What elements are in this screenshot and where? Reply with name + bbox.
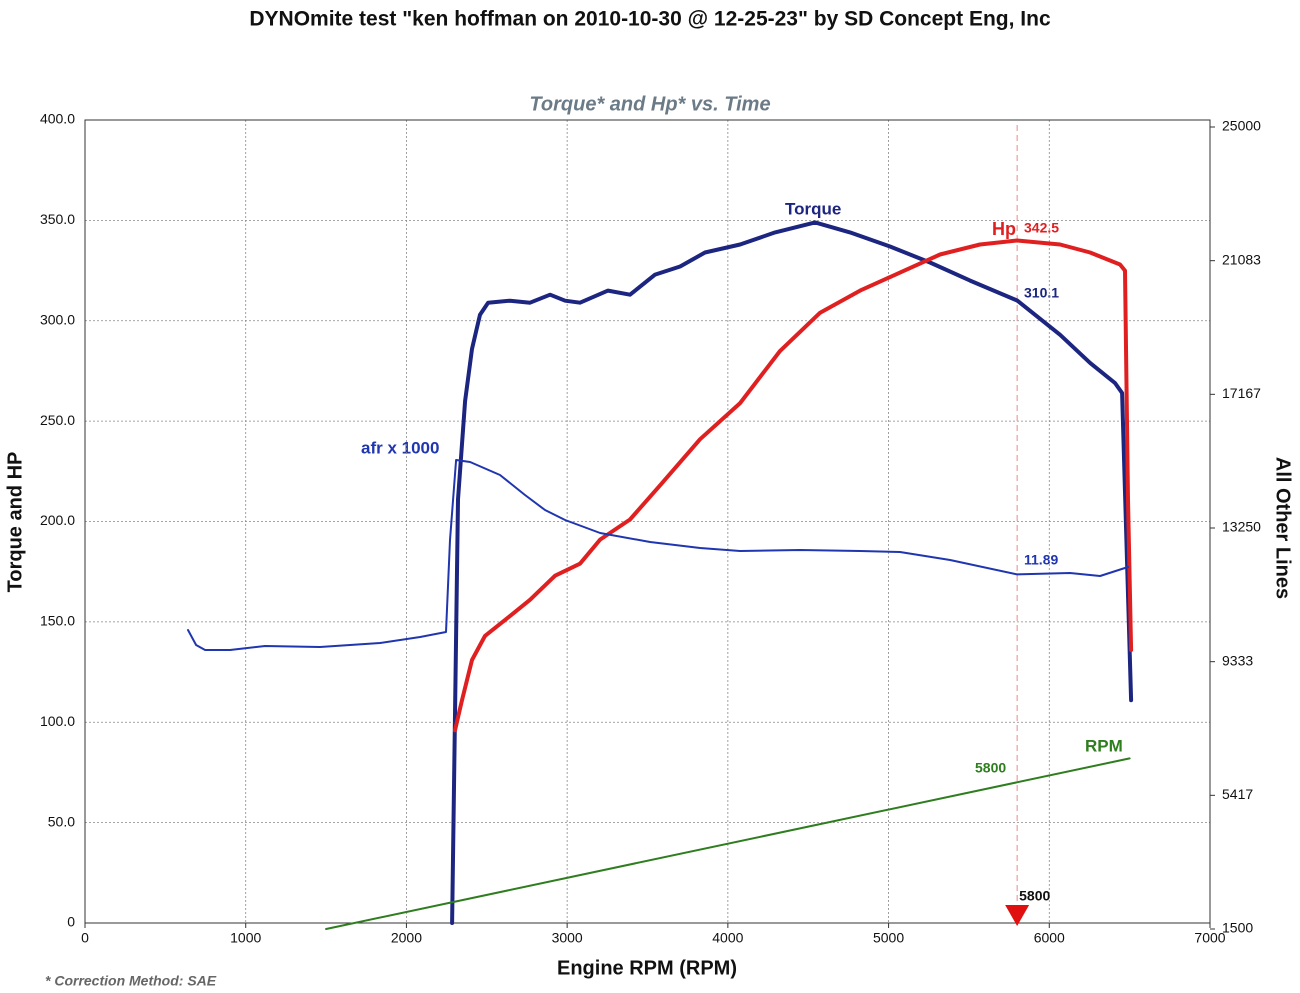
chart-title: DYNOmite test "ken hoffman on 2010-10-30… (249, 8, 1051, 31)
annotation: Hp (992, 219, 1016, 239)
x-tick-label: 3000 (552, 930, 583, 946)
x-tick-label: 5000 (873, 930, 904, 946)
annotation: afr x 1000 (361, 438, 439, 457)
footnote: * Correction Method: SAE (45, 973, 217, 989)
y-tick-label: 400.0 (40, 111, 75, 127)
annotation: 5800 (975, 760, 1006, 776)
y-tick-label: 0 (67, 914, 75, 930)
x-axis-label: Engine RPM (RPM) (557, 957, 737, 979)
series-line (187, 459, 1129, 651)
y-tick-label: 300.0 (40, 311, 75, 327)
cursor-marker (1005, 905, 1030, 926)
y2-tick-label: 5417 (1222, 786, 1253, 802)
y2-tick-label: 9333 (1222, 652, 1253, 668)
chart-subtitle: Torque* and Hp* vs. Time (529, 93, 770, 115)
x-tick-label: 6000 (1034, 930, 1065, 946)
y-tick-label: 100.0 (40, 713, 75, 729)
annotation: RPM (1085, 736, 1123, 755)
annotation: 11.89 (1024, 552, 1058, 568)
annotation: 342.5 (1024, 220, 1059, 236)
annotation: Torque (785, 199, 841, 218)
series-line (325, 757, 1131, 930)
y-tick-label: 350.0 (40, 211, 75, 227)
y-axis-label: Torque and HP (4, 452, 26, 593)
y-tick-label: 50.0 (48, 813, 75, 829)
y2-tick-label: 13250 (1222, 519, 1261, 535)
x-tick-label: 4000 (712, 930, 743, 946)
cursor-label: 5800 (1019, 888, 1050, 904)
y2-axis-label: All Other Lines (1272, 457, 1294, 599)
y2-tick-label: 21083 (1222, 251, 1261, 267)
y-tick-label: 250.0 (40, 412, 75, 428)
y2-tick-label: 25000 (1222, 118, 1261, 134)
plot-frame (84, 119, 1211, 924)
x-tick-label: 1000 (230, 930, 261, 946)
series-line (453, 238, 1134, 733)
annotation: 310.1 (1024, 285, 1059, 301)
y-tick-label: 150.0 (40, 613, 75, 629)
x-tick-label: 0 (81, 930, 89, 946)
x-tick-label: 7000 (1194, 930, 1225, 946)
y2-tick-label: 17167 (1222, 385, 1261, 401)
x-tick-label: 2000 (391, 930, 422, 946)
series-line (450, 220, 1134, 925)
y-tick-label: 200.0 (40, 512, 75, 528)
y2-tick-label: 1500 (1222, 920, 1253, 936)
